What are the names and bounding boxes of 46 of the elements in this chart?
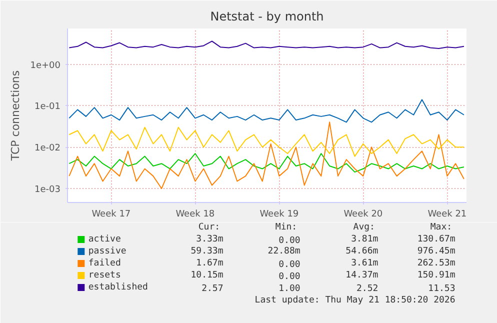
text: 59.33m	[190, 246, 224, 256]
line-series	[68, 40, 464, 50]
text: 130.67m	[417, 234, 456, 244]
text: 2.57	[202, 284, 224, 294]
y-tick-label: 1e-01	[34, 102, 61, 112]
line-series	[68, 153, 464, 173]
text: 0.00	[278, 260, 300, 270]
legend-label: established	[88, 282, 148, 292]
text: 54.66m	[346, 246, 378, 256]
text: 11.53	[428, 284, 456, 294]
text: 262.53m	[417, 258, 456, 268]
text: 0.00	[278, 236, 300, 246]
text: 3.61m	[351, 258, 378, 268]
legend-label: passive	[88, 246, 126, 256]
y-tick-label: 1e-02	[34, 144, 61, 154]
text: 3.81m	[351, 234, 378, 244]
text: Avg:	[353, 222, 375, 232]
text: 10.15m	[190, 270, 224, 280]
y-axis-title: TCP connections	[9, 70, 22, 162]
x-tick-label: Week 17	[92, 210, 131, 220]
text: 2.52	[356, 284, 378, 294]
x-tick-label: Week 20	[344, 210, 383, 220]
text: Min:	[275, 222, 298, 232]
x-tick-label: Week 19	[260, 210, 299, 220]
text: 1.00	[278, 284, 300, 294]
text: 3.33m	[196, 234, 224, 244]
text: 1.67m	[196, 258, 224, 268]
text: 14.37m	[346, 270, 378, 280]
legend-label: resets	[88, 270, 121, 280]
text: 976.45m	[417, 246, 456, 256]
text: Last update: Thu May 21 18:50:20 2026	[254, 296, 456, 306]
legend-label: active	[88, 234, 121, 244]
line-series	[68, 122, 464, 190]
text: 0.00	[278, 272, 300, 282]
text: Max:	[430, 222, 452, 232]
x-tick-label: Week 21	[428, 210, 467, 220]
legend-label: failed	[88, 258, 121, 268]
line-series	[68, 99, 464, 123]
chart-title: Netstat - by month	[210, 10, 324, 24]
text: Cur:	[198, 222, 220, 232]
text: 150.91m	[417, 270, 456, 280]
y-tick-label: 1e-03	[34, 185, 61, 196]
y-tick-label: 1e+00	[30, 60, 61, 71]
x-tick-label: Week 18	[176, 210, 215, 220]
line-series	[68, 126, 464, 157]
text: 22.88m	[268, 246, 300, 256]
